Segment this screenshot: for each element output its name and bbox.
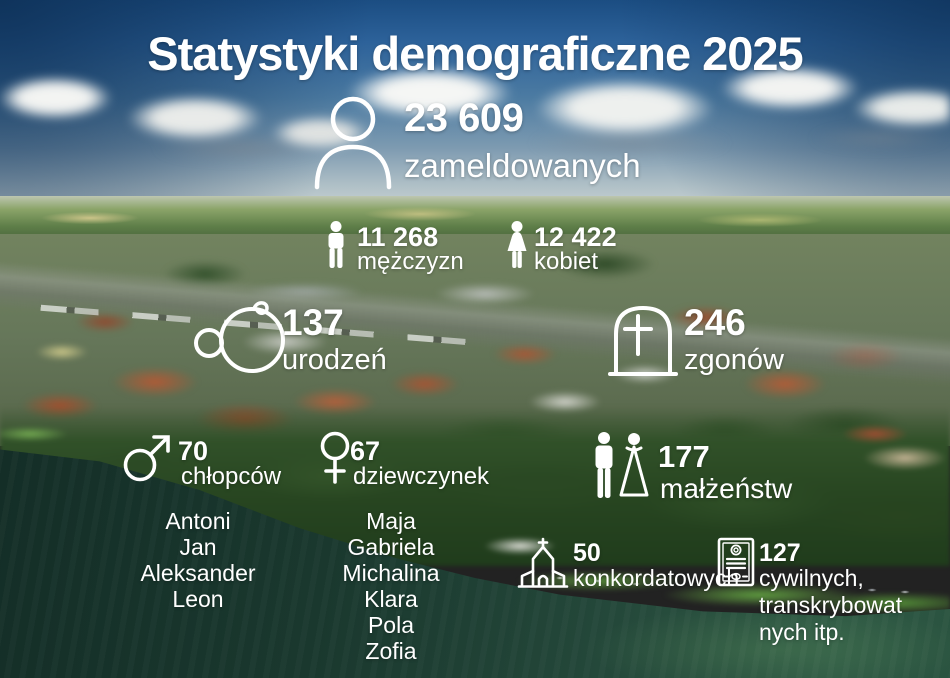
man-pictogram-icon bbox=[328, 221, 344, 268]
name-item: Jan bbox=[179, 534, 217, 560]
page-title: Statystyki demograficzne 2025 bbox=[147, 27, 803, 80]
baby-icon bbox=[194, 301, 285, 373]
deaths-value: 246 bbox=[684, 302, 746, 343]
bride-groom-icon bbox=[595, 432, 649, 498]
men-label: mężczyzn bbox=[357, 248, 464, 275]
name-item: Michalina bbox=[342, 560, 440, 586]
woman-pictogram-icon bbox=[507, 221, 527, 268]
person-outline-icon bbox=[314, 96, 392, 190]
tombstone-cross-icon bbox=[608, 305, 678, 376]
girls-value: 67 bbox=[350, 436, 381, 466]
concordat-value: 50 bbox=[573, 539, 601, 567]
name-item: Pola bbox=[367, 612, 415, 638]
name-item: Zofia bbox=[365, 638, 417, 664]
women-value: 12 422 bbox=[534, 222, 617, 252]
top-boys-names-list: Antoni Jan Aleksander Leon bbox=[117, 508, 279, 612]
name-item: Klara bbox=[364, 586, 418, 612]
top-girls-names-list: Maja Gabriela Michalina Klara Pola Zofia bbox=[309, 508, 473, 664]
boats-cars-specks bbox=[0, 570, 950, 610]
concordat-label: konkordatowych bbox=[573, 565, 740, 591]
name-item: Aleksander bbox=[140, 560, 256, 586]
civil-value: 127 bbox=[759, 539, 801, 567]
mars-symbol-icon bbox=[123, 435, 170, 482]
men-value: 11 268 bbox=[357, 222, 439, 252]
name-item: Gabriela bbox=[347, 534, 435, 560]
farmland-layer bbox=[0, 196, 950, 240]
civil-label-line1: cywilnych, bbox=[759, 565, 864, 591]
civil-label-line2: transkrybowat bbox=[759, 592, 903, 618]
name-item: Leon bbox=[172, 586, 224, 612]
registered-label: zameldowanych bbox=[404, 147, 641, 184]
marriages-value: 177 bbox=[658, 439, 710, 474]
girls-label: dziewczynek bbox=[353, 463, 490, 490]
boys-value: 70 bbox=[178, 436, 209, 466]
deaths-label: zgonów bbox=[684, 344, 784, 376]
church-icon bbox=[517, 537, 569, 588]
marriages-label: małżeństw bbox=[660, 473, 793, 504]
civil-label-line3: nych itp. bbox=[759, 619, 845, 645]
women-label: kobiet bbox=[534, 248, 599, 275]
name-item: Antoni bbox=[165, 508, 231, 534]
clouds-layer bbox=[0, 38, 950, 188]
name-item: Maja bbox=[366, 508, 416, 534]
venus-symbol-icon bbox=[320, 431, 350, 484]
births-label: urodzeń bbox=[282, 344, 387, 376]
marriage-certificate-icon bbox=[717, 537, 755, 587]
births-value: 137 bbox=[282, 302, 344, 343]
boys-label: chłopców bbox=[181, 463, 282, 490]
registered-value: 23 609 bbox=[404, 96, 524, 140]
